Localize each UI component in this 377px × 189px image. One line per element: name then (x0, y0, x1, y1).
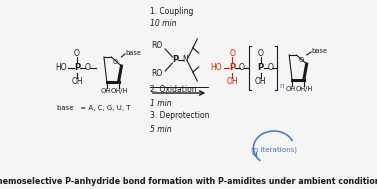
Text: RO: RO (151, 42, 162, 50)
Text: P: P (74, 64, 80, 73)
Text: OH/H: OH/H (296, 86, 313, 92)
Text: 1 min: 1 min (150, 98, 172, 108)
Text: O: O (84, 64, 90, 73)
Text: P: P (229, 64, 235, 73)
Text: O: O (229, 50, 235, 59)
Text: OH: OH (285, 86, 296, 92)
Text: OH/H: OH/H (110, 88, 128, 94)
Text: 2. Oxidation: 2. Oxidation (150, 85, 196, 94)
Text: base   = A, C, G, U, T: base = A, C, G, U, T (57, 105, 131, 111)
Text: 3. Deprotection: 3. Deprotection (150, 112, 209, 121)
Text: HO: HO (55, 64, 67, 73)
Text: OH: OH (71, 77, 83, 87)
Text: RO: RO (151, 70, 162, 78)
Text: HO: HO (210, 64, 222, 73)
Text: Chemoselective P-anhydride bond formation with P-amidites under ambient conditio: Chemoselective P-anhydride bond formatio… (0, 177, 377, 185)
Text: base: base (312, 48, 328, 54)
Text: 1. Coupling: 1. Coupling (150, 8, 193, 16)
Text: 10 min: 10 min (150, 19, 176, 28)
Text: O: O (113, 59, 118, 65)
Text: O: O (74, 50, 80, 59)
Text: P: P (172, 56, 179, 64)
Text: base: base (126, 50, 142, 56)
Text: N: N (183, 56, 188, 64)
Text: P: P (257, 64, 264, 73)
Text: O: O (258, 50, 264, 59)
Text: 5 min: 5 min (150, 125, 172, 133)
Text: O: O (239, 64, 245, 73)
Text: OH: OH (227, 77, 238, 87)
Text: O: O (298, 57, 303, 63)
Text: OH: OH (255, 77, 267, 87)
Text: n: n (279, 83, 284, 89)
Text: OH: OH (100, 88, 110, 94)
Text: (n iterations): (n iterations) (251, 147, 297, 153)
Text: O: O (267, 64, 273, 73)
